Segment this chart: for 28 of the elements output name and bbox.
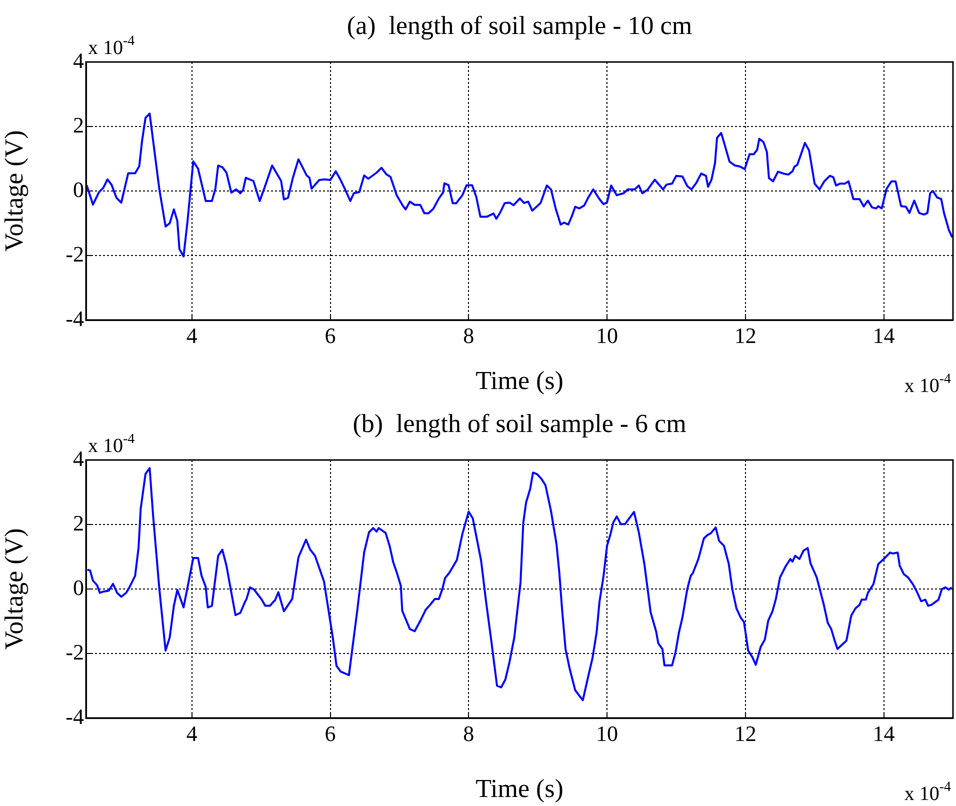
x-tick-label: 12 [734,720,756,746]
y-tick-label: 0 [73,176,84,202]
y-tick-label: -4 [66,704,84,729]
x-tick-label: 8 [463,720,474,746]
y-tick-label: 2 [73,112,84,138]
chart-title: (b) length of soil sample - 6 cm [352,409,686,438]
x-tick-label: 10 [596,720,618,746]
x-tick-label: 6 [324,720,336,746]
x-tick-label: 8 [463,322,474,348]
x-tick-label: 12 [734,322,756,348]
y-tick-label: -2 [66,639,84,664]
y-axis-title: Voltage (V) [0,528,28,650]
x-tick-label: 14 [872,720,895,746]
x-tick-label: 6 [324,322,336,348]
y-tick-label: 4 [73,48,84,73]
chart-title: (a) length of soil sample - 10 cm [346,11,692,40]
y-tick-label: 4 [73,446,84,471]
x-axis-title: Time (s) [476,366,564,396]
y-axis-title: Voltage (V) [0,130,28,252]
y-tick-label: -4 [66,306,84,331]
y-tick-label: -2 [66,241,84,266]
x-tick-label: 14 [872,322,895,348]
x-tick-label: 4 [186,322,198,348]
x-tick-label: 10 [596,322,618,348]
y-tick-label: 2 [73,510,84,536]
x-axis-title: Time (s) [476,774,564,804]
x-tick-label: 4 [186,720,198,746]
y-tick-label: 0 [73,574,84,600]
